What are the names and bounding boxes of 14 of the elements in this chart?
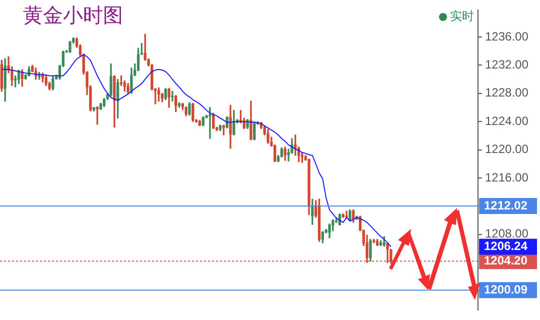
ref-line-label: 1200.09 [484, 282, 528, 296]
y-tick-label: 1232.00 [485, 58, 529, 72]
y-tick-label: 1236.00 [485, 29, 529, 44]
y-tick-label: 1220.00 [485, 142, 529, 156]
y-tick-label: 1224.00 [485, 114, 529, 128]
ref-line-label: 1212.02 [484, 198, 528, 212]
y-tick-label: 1216.00 [485, 170, 529, 184]
chart-title: 黄金小时图 [23, 2, 123, 29]
candlestick [208, 107, 212, 139]
ref-line-label: 1204.20 [484, 253, 528, 268]
y-tick-label: 1228.00 [485, 86, 529, 100]
annotation: 实时 [450, 8, 474, 25]
y-tick-label: 1208.00 [485, 226, 529, 241]
text: 1206.24 [484, 239, 528, 254]
